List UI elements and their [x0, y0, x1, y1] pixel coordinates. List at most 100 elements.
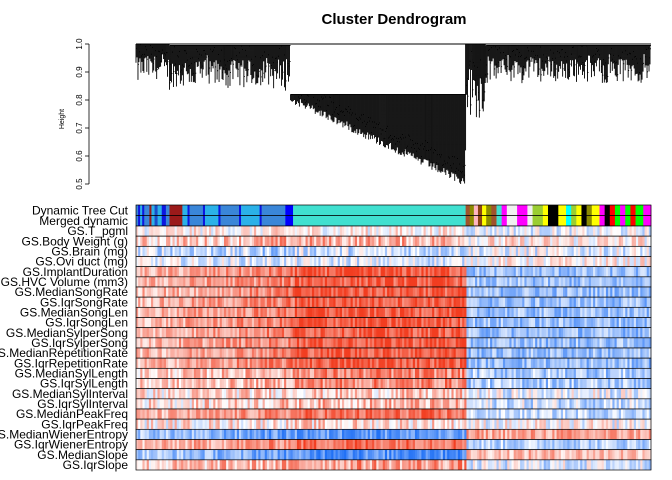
heatmap-cell	[427, 368, 431, 379]
heatmap-cell	[423, 287, 427, 298]
heatmap-cell	[213, 297, 216, 308]
heatmap-cell	[189, 236, 193, 247]
heatmap-cell	[597, 246, 600, 257]
heatmap-cell	[382, 378, 386, 389]
heatmap-cell	[352, 388, 356, 399]
heatmap-cell	[485, 287, 489, 298]
heatmap-cell	[307, 409, 311, 420]
heatmap-cell	[155, 256, 158, 267]
heatmap-cell	[374, 388, 377, 399]
heatmap-cell	[487, 419, 491, 430]
heatmap-cell	[314, 307, 317, 318]
heatmap-cell	[427, 388, 431, 399]
heatmap-cell	[563, 246, 566, 257]
heatmap-cell	[367, 388, 371, 399]
heatmap-cell	[384, 327, 388, 338]
heatmap-cell	[213, 348, 216, 359]
heatmap-cell	[329, 378, 332, 389]
heatmap-cell	[490, 337, 493, 348]
heatmap-cell	[346, 297, 349, 308]
heatmap-cell	[543, 327, 547, 338]
heatmap-cell	[447, 266, 450, 277]
heatmap-cell	[442, 297, 446, 308]
heatmap-cell	[378, 256, 382, 267]
heatmap-cell	[453, 266, 457, 277]
heatmap-cell	[513, 348, 517, 359]
heatmap-cell	[271, 226, 274, 237]
heatmap-cell	[515, 327, 519, 338]
heatmap-cell	[279, 409, 283, 420]
heatmap-cell	[614, 419, 618, 430]
heatmap-cell	[599, 307, 603, 318]
heatmap-cell	[475, 419, 478, 430]
heatmap-cell	[466, 378, 470, 389]
heatmap-cell	[399, 246, 403, 257]
heatmap-cell	[243, 388, 246, 399]
heatmap-cell	[378, 419, 382, 430]
module-segment	[517, 205, 528, 216]
heatmap-cell	[155, 276, 158, 287]
heatmap-cell	[631, 276, 635, 287]
heatmap-cell	[429, 246, 433, 257]
heatmap-cell	[260, 307, 264, 318]
heatmap-cell	[588, 287, 592, 298]
heatmap-cell	[322, 358, 326, 369]
heatmap-cell	[357, 398, 360, 409]
heatmap-cell	[580, 348, 583, 359]
heatmap-cell	[348, 388, 351, 399]
heatmap-cell	[425, 337, 429, 348]
heatmap-cell	[193, 388, 197, 399]
heatmap-cell	[505, 378, 508, 389]
heatmap-cell	[202, 429, 206, 440]
heatmap-cell	[543, 388, 547, 399]
heatmap-cell	[309, 317, 313, 328]
heatmap-cell	[455, 226, 459, 237]
heatmap-cell	[168, 226, 171, 237]
heatmap-cell	[217, 358, 221, 369]
heatmap-cell	[346, 287, 349, 298]
heatmap-cell	[281, 297, 285, 308]
heatmap-cell	[393, 358, 397, 369]
heatmap-cell	[554, 307, 557, 318]
heatmap-cell	[445, 348, 448, 359]
heatmap-cell	[174, 276, 178, 287]
heatmap-cell	[552, 236, 555, 247]
heatmap-cell	[528, 246, 532, 257]
heatmap-cell	[316, 256, 319, 267]
heatmap-cell	[500, 246, 504, 257]
heatmap-cell	[170, 246, 173, 257]
heatmap-cell	[522, 368, 525, 379]
heatmap-cell	[530, 226, 534, 237]
heatmap-cell	[627, 266, 630, 277]
heatmap-cell	[614, 388, 618, 399]
module-segment	[187, 215, 190, 226]
module-segment	[501, 205, 508, 216]
heatmap-cell	[187, 266, 191, 277]
heatmap-cell	[279, 337, 283, 348]
heatmap-cell	[462, 287, 465, 298]
module-segment	[591, 215, 600, 226]
heatmap-cell	[187, 368, 191, 379]
heatmap-cell	[588, 358, 592, 369]
heatmap-cell	[578, 236, 581, 247]
heatmap-cell	[548, 348, 551, 359]
heatmap-cell	[183, 256, 186, 267]
heatmap-cell	[181, 409, 184, 420]
heatmap-cell	[605, 368, 609, 379]
heatmap-cell	[526, 358, 530, 369]
heatmap-cell	[520, 266, 523, 277]
heatmap-cell	[200, 317, 203, 328]
heatmap-cell	[601, 398, 605, 409]
heatmap-cell	[440, 276, 444, 287]
heatmap-cell	[402, 337, 405, 348]
heatmap-cell	[181, 266, 184, 277]
heatmap-cell	[490, 368, 493, 379]
heatmap-cell	[610, 388, 613, 399]
heatmap-cell	[241, 236, 244, 247]
heatmap-cell	[580, 307, 583, 318]
heatmap-cell	[477, 246, 480, 257]
heatmap-cell	[286, 256, 289, 267]
heatmap-cell	[582, 368, 585, 379]
heatmap-cell	[528, 276, 532, 287]
module-segment	[157, 215, 163, 226]
